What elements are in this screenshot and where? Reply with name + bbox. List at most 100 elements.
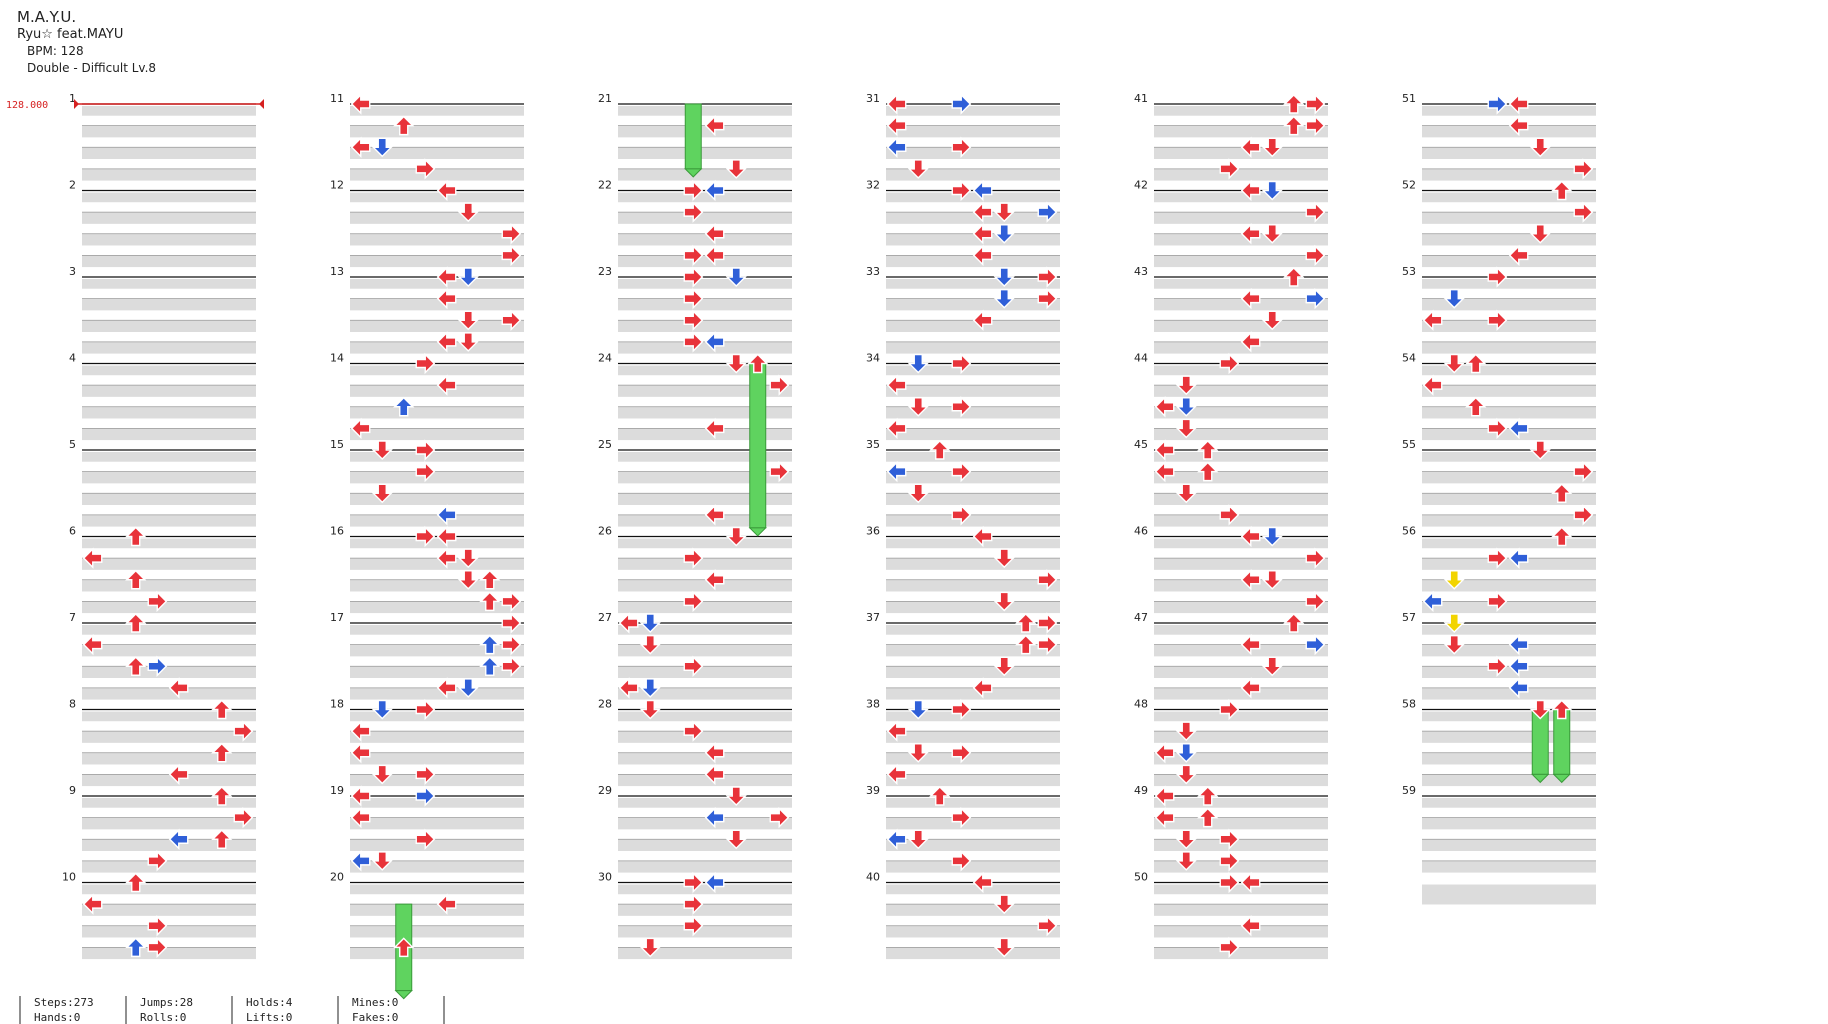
beat-band [350,493,524,505]
left-arrow-note [704,223,725,245]
beat-band [82,947,256,960]
measure-number: 26 [598,525,612,538]
right-arrow-note [951,136,972,158]
beat-band [886,538,1060,549]
left-arrow-note [1240,287,1261,310]
right-arrow-note [951,742,972,764]
beat-band [1154,452,1328,462]
down-arrow-note [993,288,1015,309]
beat-band [82,471,256,484]
beat-band [1154,106,1328,116]
beat-band [82,925,256,938]
beat-band [886,947,1060,960]
left-arrow-note [350,720,371,742]
down-arrow-note [457,202,479,223]
beat-band [350,687,524,700]
beat-band [82,839,256,851]
right-arrow-note [1037,612,1058,634]
beat-band [82,558,256,570]
beat-band [886,192,1060,203]
beat-band [350,904,524,916]
left-arrow-note [1240,569,1261,591]
left-arrow-note [436,525,457,548]
beat-band [1422,839,1596,851]
beat-band [1422,320,1596,332]
beat-band [82,279,256,289]
measure-number: 50 [1134,871,1148,884]
beat-band [886,298,1060,311]
beat-band [1422,579,1596,592]
measure-number: 11 [330,92,344,105]
measure-number: 10 [62,871,76,884]
left-arrow-note [82,547,103,569]
left-arrow-note [1508,677,1529,699]
down-arrow-note [457,570,479,590]
beat-band [1154,860,1328,873]
beat-band [1154,471,1328,484]
beat-band [1154,365,1328,376]
beat-band [350,192,524,203]
left-arrow-note [350,93,371,115]
right-arrow-note [769,806,790,829]
down-arrow-note [725,267,747,287]
beat-band [1154,558,1328,570]
down-arrow-note [457,678,479,698]
hold-tail [394,990,413,1000]
up-arrow-note [211,786,233,806]
right-arrow-note [1305,287,1326,310]
left-arrow-note [1240,179,1261,202]
down-arrow-note [1175,764,1197,785]
beat-band [618,255,792,268]
right-arrow-note [501,590,522,613]
right-arrow-note [147,915,168,937]
beat-band [618,731,792,743]
down-arrow-note [1443,634,1465,655]
beat-band [1422,125,1596,138]
beat-band [82,147,256,159]
up-arrow-note [125,526,147,547]
right-arrow-note [1037,633,1058,656]
beat-band [1154,428,1328,441]
down-arrow-note [907,397,929,417]
beat-band [618,471,792,484]
beat-band [1154,406,1328,419]
beat-band [886,687,1060,700]
left-arrow-note [350,850,371,872]
beat-band [886,212,1060,224]
beat-band [886,904,1060,916]
left-arrow-note [1508,244,1529,267]
left-arrow-note [704,871,725,894]
right-arrow-note [415,525,436,548]
down-arrow-note [639,613,661,633]
measure-number: 2 [69,179,76,192]
stat-value: Mines:0 [352,996,398,1009]
right-arrow-note [415,460,436,483]
left-arrow-note [350,417,371,440]
left-arrow-note [350,742,371,764]
down-arrow-note [371,483,393,504]
down-arrow-note [1261,180,1283,201]
beat-band [886,471,1060,484]
up-arrow-note [393,396,415,417]
beat-band [1422,752,1596,765]
beat-band [1422,711,1596,722]
measure-number: 5 [69,438,76,451]
beat-band [82,644,256,657]
beat-band [618,279,792,289]
right-arrow-note [683,655,704,677]
beat-band [350,774,524,787]
beat-band [82,385,256,397]
measure-number: 53 [1402,265,1416,278]
right-arrow-note [415,763,436,786]
beat-band [350,711,524,722]
right-arrow-note [683,179,704,202]
left-arrow-note [618,677,639,699]
down-arrow-note [371,699,393,720]
beat-band [618,666,792,678]
left-arrow-note [972,677,993,699]
beat-band [618,625,792,635]
beat-band [1154,233,1328,246]
measure-number: 25 [598,438,612,451]
beat-band [1422,731,1596,743]
